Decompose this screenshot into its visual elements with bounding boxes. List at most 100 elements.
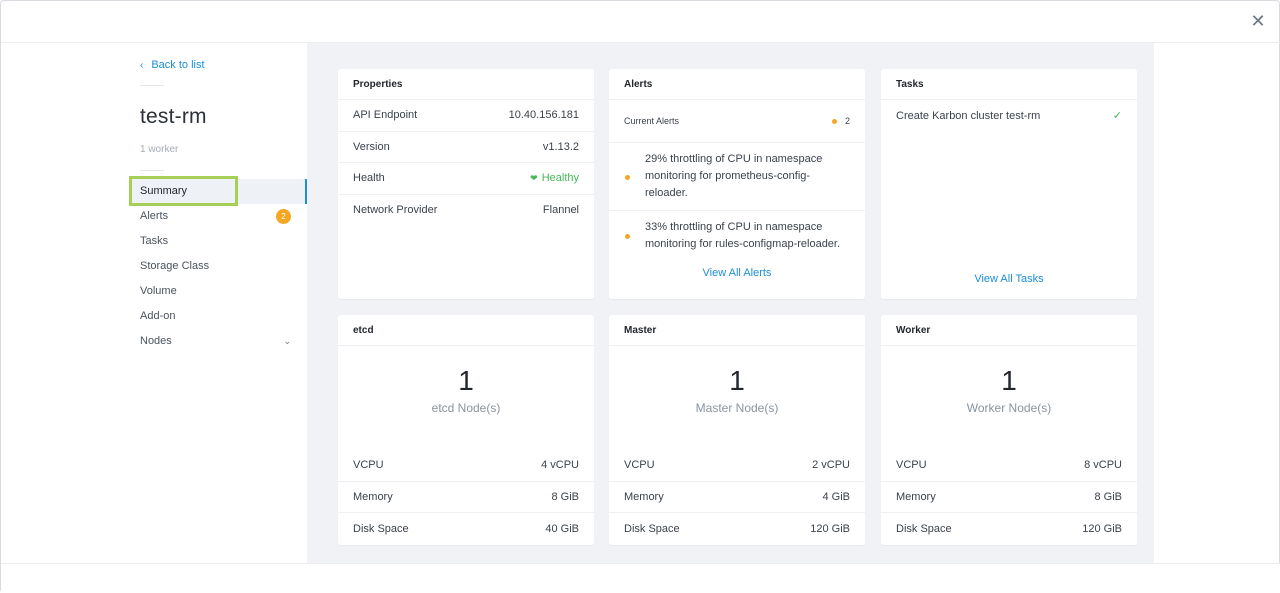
alert-text: 33% throttling of CPU in namespace monit… xyxy=(645,221,841,250)
spec-label: Disk Space xyxy=(353,522,409,535)
alert-count: 2 xyxy=(831,116,850,126)
spec-value: 8 vCPU xyxy=(1084,459,1122,472)
sidebar-item-label: Tasks xyxy=(140,235,169,247)
properties-card: Properties API Endpoint 10.40.156.181 Ve… xyxy=(338,69,594,299)
cluster-name: test-rm xyxy=(140,105,207,128)
property-label: Network Provider xyxy=(353,204,438,217)
task-label: Create Karbon cluster test-rm xyxy=(896,109,1041,122)
current-alerts-row: Current Alerts 2 xyxy=(609,100,865,143)
card-title: Alerts xyxy=(609,69,865,100)
card-title: etcd xyxy=(338,315,594,346)
spec-row: Disk Space 40 GiB xyxy=(338,513,594,545)
property-label: API Endpoint xyxy=(353,109,418,122)
divider xyxy=(140,170,164,171)
task-row[interactable]: Create Karbon cluster test-rm ✓ xyxy=(881,100,1137,131)
sidebar-item-label: Summary xyxy=(140,185,188,197)
current-alerts-label: Current Alerts xyxy=(624,116,680,126)
spec-value: 40 GiB xyxy=(545,522,579,535)
alerts-card: Alerts Current Alerts 2 29% throttling o… xyxy=(609,69,865,299)
spec-row: VCPU 2 vCPU xyxy=(609,450,865,482)
health-value: Healthy xyxy=(541,172,579,185)
property-row: Network Provider Flannel xyxy=(338,195,594,227)
node-specs: VCPU 8 vCPU Memory 8 GiB Disk Space 120 … xyxy=(881,450,1137,545)
divider xyxy=(140,85,164,86)
chevron-down-icon[interactable]: ⌄ xyxy=(283,336,291,346)
spec-value: 120 GiB xyxy=(1082,522,1122,535)
node-count: 1 xyxy=(458,365,474,396)
warning-dot-icon xyxy=(625,174,630,180)
sidebar-item-nodes[interactable]: Nodes ⌄ xyxy=(129,329,307,354)
property-label: Health xyxy=(353,172,385,185)
summary-main: Properties API Endpoint 10.40.156.181 Ve… xyxy=(307,43,1154,563)
property-value: v1.13.2 xyxy=(542,140,579,153)
alert-count-value: 2 xyxy=(844,116,850,126)
sidebar-item-label: Nodes xyxy=(140,335,172,347)
sidebar-item-alerts[interactable]: Alerts 2 xyxy=(129,204,307,229)
spec-value: 4 GiB xyxy=(822,490,850,503)
node-specs: VCPU 2 vCPU Memory 4 GiB Disk Space 120 … xyxy=(609,450,865,545)
sidebar-item-summary[interactable]: Summary xyxy=(129,176,307,206)
warning-dot-icon xyxy=(831,118,837,124)
node-count-label: Master Node(s) xyxy=(695,401,779,415)
worker-count: 1 worker xyxy=(140,144,179,155)
spec-label: Memory xyxy=(896,490,936,503)
view-all-tasks-link[interactable]: View All Tasks xyxy=(974,273,1044,285)
tasks-card: Tasks Create Karbon cluster test-rm ✓ Vi… xyxy=(881,69,1137,299)
property-row: Health ❤ Healthy xyxy=(338,163,594,195)
back-to-list-link[interactable]: ‹ Back to list xyxy=(140,59,205,71)
heart-icon: ❤ xyxy=(530,172,538,183)
warning-dot-icon xyxy=(625,234,630,239)
spec-label: VCPU xyxy=(353,459,384,472)
property-value: Flannel xyxy=(542,204,579,217)
spec-row: Disk Space 120 GiB xyxy=(881,513,1137,545)
node-count-label: Worker Node(s) xyxy=(966,401,1052,415)
sidebar-item-label: Add-on xyxy=(140,310,176,322)
alert-item[interactable]: 33% throttling of CPU in namespace monit… xyxy=(609,211,865,261)
node-count-label: etcd Node(s) xyxy=(431,401,501,415)
sidebar: ‹ Back to list test-rm 1 worker Summary … xyxy=(129,43,307,563)
spec-label: VCPU xyxy=(896,459,927,472)
card-title: Properties xyxy=(338,69,594,100)
spec-label: Disk Space xyxy=(624,522,680,535)
spec-value: 120 GiB xyxy=(810,522,850,535)
spec-row: Disk Space 120 GiB xyxy=(609,513,865,545)
alert-item[interactable]: 29% throttling of CPU in namespace monit… xyxy=(609,143,865,211)
spec-row: VCPU 8 vCPU xyxy=(881,450,1137,482)
spec-label: Memory xyxy=(353,490,393,503)
card-title: Tasks xyxy=(881,69,1137,100)
spec-value: 2 vCPU xyxy=(812,459,850,472)
spec-row: VCPU 4 vCPU xyxy=(338,450,594,482)
spec-label: VCPU xyxy=(624,459,655,472)
back-to-list-label: Back to list xyxy=(151,59,205,71)
view-all-alerts-link[interactable]: View All Alerts xyxy=(702,267,772,279)
spec-label: Disk Space xyxy=(896,522,952,535)
node-specs: VCPU 4 vCPU Memory 8 GiB Disk Space 40 G… xyxy=(338,450,594,545)
alerts-count-badge: 2 xyxy=(276,209,291,224)
spec-row: Memory 8 GiB xyxy=(338,482,594,513)
property-value: 10.40.156.181 xyxy=(508,109,579,122)
spec-value: 8 GiB xyxy=(551,490,579,503)
sidebar-item-label: Alerts xyxy=(140,210,169,222)
health-status: ❤ Healthy xyxy=(530,172,579,184)
spec-row: Memory 8 GiB xyxy=(881,482,1137,513)
sidebar-item-storage-class[interactable]: Storage Class xyxy=(129,254,307,279)
property-label: Version xyxy=(353,140,390,153)
worker-card: Worker 1 Worker Node(s) VCPU 8 vCPU Memo… xyxy=(881,315,1137,545)
sidebar-nav: Summary Alerts 2 Tasks Storage Class Vol… xyxy=(129,176,307,354)
node-count: 1 xyxy=(1001,365,1017,396)
property-row: API Endpoint 10.40.156.181 xyxy=(338,100,594,132)
sidebar-item-volume[interactable]: Volume xyxy=(129,279,307,304)
close-icon[interactable]: ✕ xyxy=(1250,11,1266,31)
property-row: Version v1.13.2 xyxy=(338,132,594,163)
check-icon: ✓ xyxy=(1112,110,1122,122)
card-title: Master xyxy=(609,315,865,346)
sidebar-item-tasks[interactable]: Tasks xyxy=(129,229,307,254)
modal-header: ✕ xyxy=(1,1,1280,43)
spec-value: 4 vCPU xyxy=(541,459,579,472)
master-card: Master 1 Master Node(s) VCPU 2 vCPU Memo… xyxy=(609,315,865,545)
spec-label: Memory xyxy=(624,490,664,503)
sidebar-item-label: Volume xyxy=(140,285,177,297)
sidebar-item-add-on[interactable]: Add-on xyxy=(129,304,307,329)
sidebar-item-label: Storage Class xyxy=(140,260,210,272)
